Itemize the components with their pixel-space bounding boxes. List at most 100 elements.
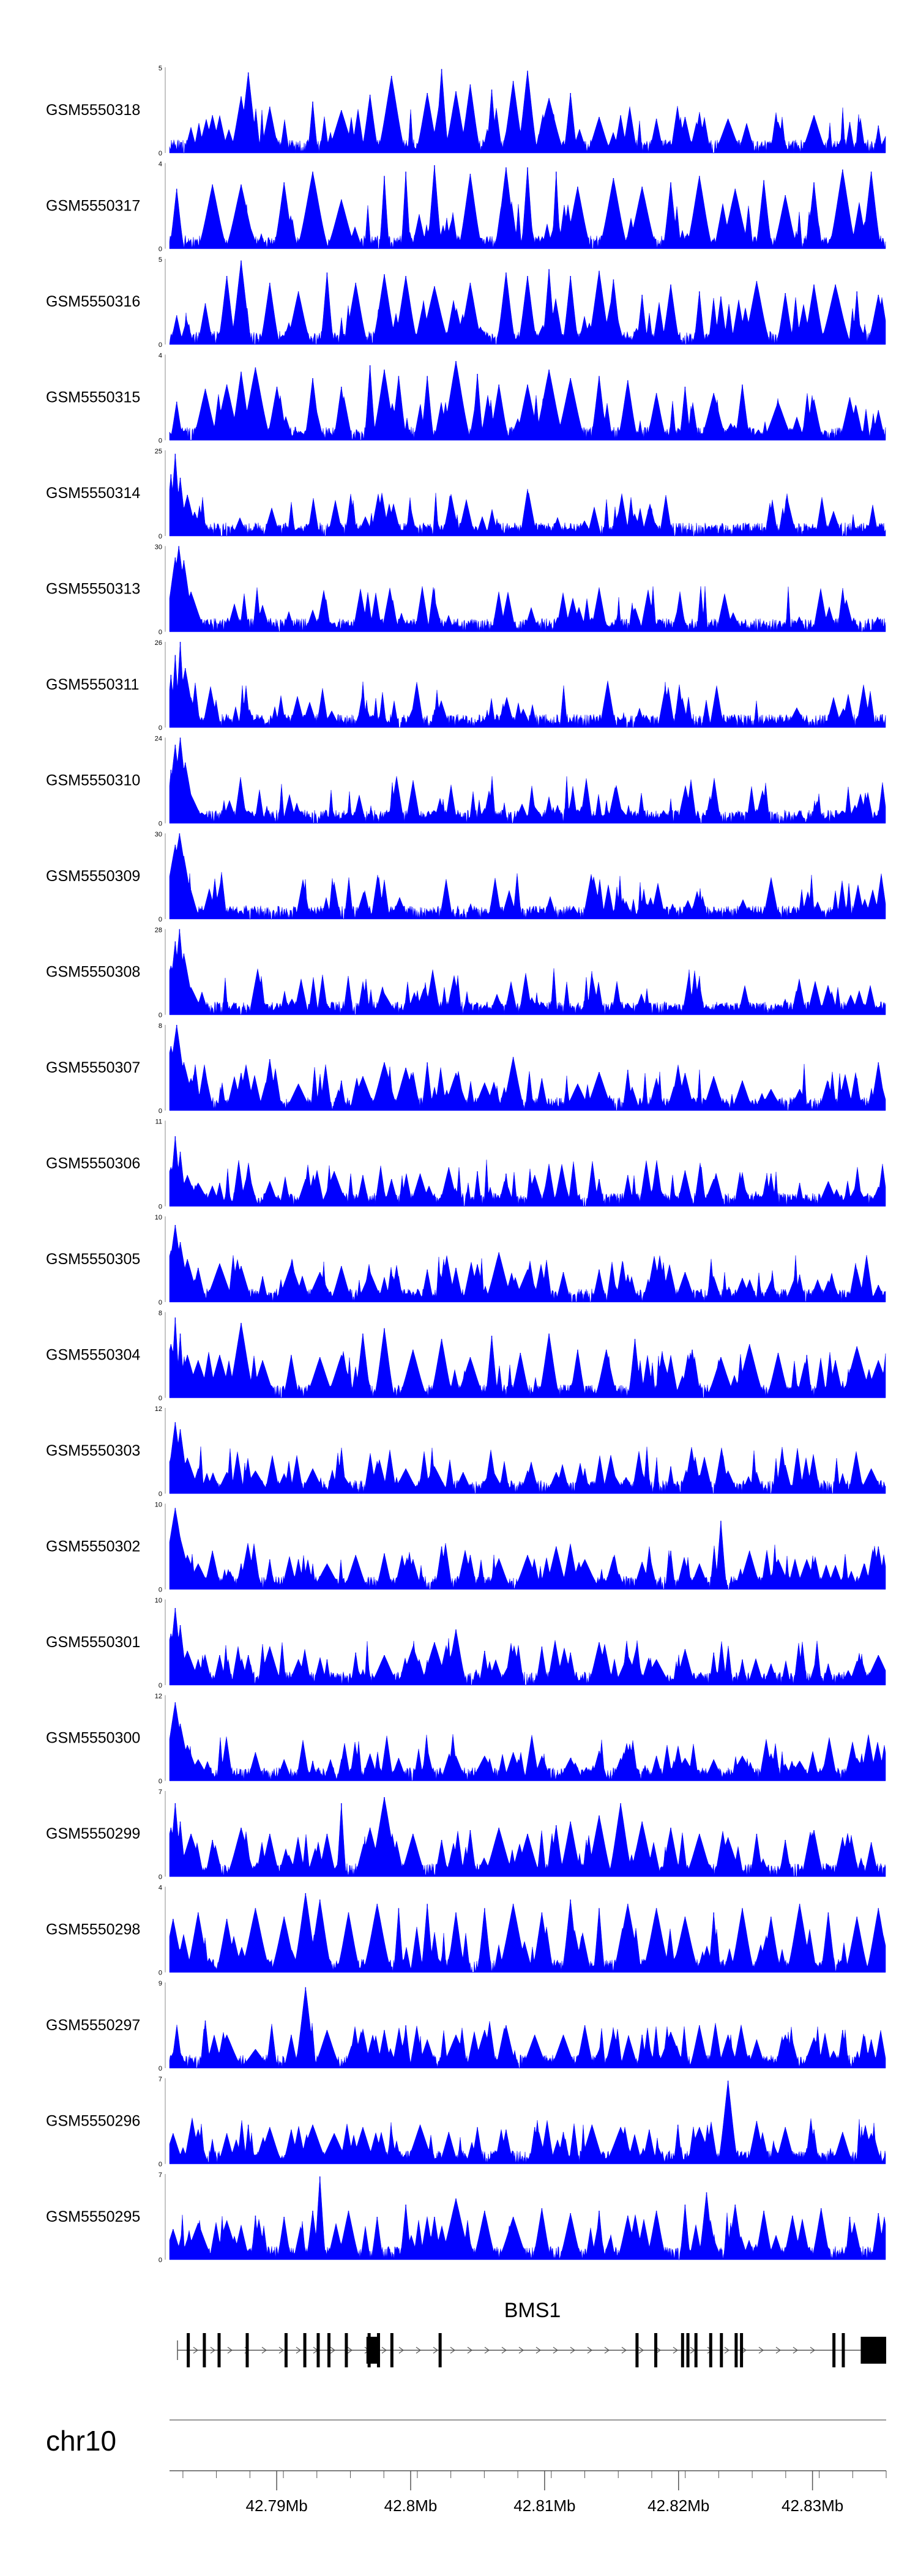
gene-exons — [187, 2333, 886, 2367]
coverage-area — [169, 2082, 886, 2164]
coverage-area — [169, 1610, 886, 1686]
track-label: GSM5550316 — [46, 293, 140, 310]
track-label: GSM5550305 — [46, 1251, 140, 1268]
exon — [327, 2333, 330, 2367]
strand-arrow — [793, 2347, 799, 2354]
strand-arrow — [484, 2347, 490, 2354]
track-GSM5550297: GSM5550297 9 0 — [46, 1980, 886, 2072]
y-tick-label-min: 0 — [159, 2257, 162, 2264]
y-tick-label-min: 0 — [159, 341, 162, 349]
strand-arrow — [741, 2347, 747, 2354]
y-tick-label-max: 12 — [155, 1405, 162, 1413]
track-GSM5550314: GSM5550314 25 0 — [46, 448, 886, 540]
track-label: GSM5550313 — [46, 581, 140, 598]
strand-arrow — [758, 2347, 764, 2354]
strand-arrow — [416, 2347, 422, 2354]
track-label: GSM5550315 — [46, 389, 140, 406]
coverage-area — [169, 456, 886, 537]
track-label: GSM5550318 — [46, 102, 140, 119]
coverage-area — [169, 1320, 886, 1398]
major-tick-label: 42.82Mb — [647, 2496, 709, 2515]
major-tick-label: 42.79Mb — [246, 2496, 308, 2515]
y-tick-label-max: 12 — [155, 1693, 162, 1700]
y-tick-label-min: 0 — [159, 1587, 162, 1594]
exon — [686, 2333, 690, 2367]
track-GSM5550307: GSM5550307 8 0 — [46, 1022, 886, 1115]
exon — [390, 2333, 394, 2367]
strand-arrows — [177, 2340, 816, 2360]
y-tick-label-min: 0 — [159, 1682, 162, 1689]
exon — [694, 2333, 698, 2367]
strand-arrow — [570, 2347, 576, 2354]
strand-arrow — [450, 2347, 456, 2354]
track-GSM5550315: GSM5550315 4 0 — [46, 352, 886, 445]
y-tick-label-max: 4 — [159, 161, 162, 168]
track-GSM5550309: GSM5550309 30 0 — [46, 831, 886, 923]
y-tick-label-min: 0 — [159, 1874, 162, 1881]
y-tick-label-min: 0 — [159, 2065, 162, 2072]
track-label: GSM5550301 — [46, 1634, 140, 1651]
strand-arrow — [604, 2347, 610, 2354]
coverage-area — [169, 1893, 886, 1973]
track-GSM5550311: GSM5550311 26 0 — [46, 639, 886, 732]
exon — [720, 2333, 723, 2367]
coverage-tracks: GSM555031850GSM555031740GSM555031650GSM5… — [46, 65, 886, 2264]
y-tick-label-min: 0 — [159, 437, 162, 445]
y-tick-label-min: 0 — [159, 1970, 162, 1977]
exon — [842, 2333, 845, 2367]
y-tick-label-max: 4 — [159, 1885, 162, 1892]
exon — [654, 2333, 658, 2367]
utr-block — [366, 2337, 380, 2364]
y-tick-label-max: 7 — [159, 2172, 162, 2179]
strand-arrow — [347, 2347, 353, 2354]
track-label: GSM5550310 — [46, 772, 140, 789]
coverage-area — [169, 546, 886, 632]
exon — [832, 2333, 836, 2367]
y-tick-label-max: 8 — [159, 1022, 162, 1030]
strand-arrow — [398, 2347, 405, 2354]
y-tick-label-min: 0 — [159, 1491, 162, 1498]
strand-arrow — [278, 2347, 285, 2354]
track-label: GSM5550296 — [46, 2113, 140, 2130]
coverage-area — [169, 834, 886, 920]
track-GSM5550317: GSM5550317 4 0 — [46, 161, 886, 253]
track-label: GSM5550298 — [46, 1921, 140, 1938]
y-tick-label-min: 0 — [159, 2161, 162, 2168]
major-tick-label: 42.81Mb — [513, 2496, 575, 2515]
coverage-area — [169, 1138, 886, 1207]
axis-ticks: 42.79Mb 42.8Mb 42.81Mb 42.82Mb 42.83Mb — [182, 2471, 887, 2515]
strand-arrow — [536, 2347, 542, 2354]
track-label: GSM5550317 — [46, 198, 140, 215]
track-label: GSM5550295 — [46, 2208, 140, 2225]
track-label: GSM5550308 — [46, 964, 140, 981]
track-label: GSM5550297 — [46, 2017, 140, 2034]
y-tick-label-max: 30 — [155, 831, 162, 838]
strand-arrow — [210, 2347, 216, 2354]
exon — [345, 2333, 348, 2367]
y-tick-label-max: 28 — [155, 927, 162, 934]
track-GSM5550300: GSM5550300 12 0 — [46, 1693, 886, 1785]
y-tick-label-min: 0 — [159, 246, 162, 253]
track-GSM5550303: GSM5550303 12 0 — [46, 1405, 886, 1498]
y-tick-label-min: 0 — [159, 1299, 162, 1306]
track-label: GSM5550306 — [46, 1155, 140, 1172]
y-tick-label-max: 7 — [159, 1789, 162, 1796]
strand-arrow — [433, 2347, 439, 2354]
track-GSM5550318: GSM5550318 5 0 — [46, 65, 886, 157]
exon — [203, 2333, 206, 2367]
exon — [187, 2333, 190, 2367]
y-tick-label-min: 0 — [159, 150, 162, 157]
strand-arrow — [724, 2347, 730, 2354]
y-tick-label-max: 30 — [155, 544, 162, 551]
strand-arrow — [330, 2347, 336, 2354]
utr-block — [860, 2337, 886, 2364]
gene-track: BMS1 — [177, 2299, 886, 2367]
coverage-area — [169, 739, 886, 824]
gene-name: BMS1 — [504, 2299, 561, 2322]
y-tick-label-max: 11 — [155, 1119, 162, 1126]
strand-arrow — [810, 2347, 816, 2354]
y-tick-label-min: 0 — [159, 1012, 162, 1019]
y-tick-label-max: 10 — [155, 1214, 162, 1221]
exon — [709, 2333, 712, 2367]
